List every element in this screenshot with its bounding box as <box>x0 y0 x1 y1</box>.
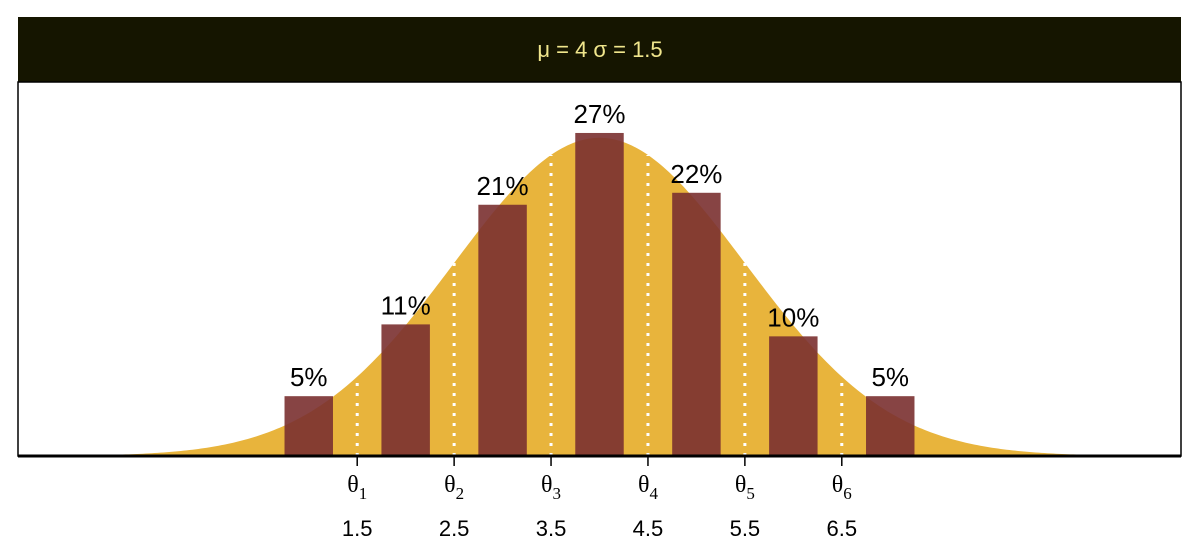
strip-title: μ = 4 σ = 1.5 <box>537 37 662 62</box>
bar-2 <box>381 324 430 456</box>
bar-4 <box>575 132 624 456</box>
x-tick-label-1: 1.5 <box>342 516 373 540</box>
bar-5 <box>672 192 721 457</box>
bar-6 <box>769 336 818 456</box>
x-tick-label-3: 3.5 <box>536 516 567 540</box>
x-tick-symbol-1: θ1 <box>347 472 367 503</box>
x-tick-symbol-3: θ3 <box>541 472 561 503</box>
x-tick-label-5: 5.5 <box>730 516 761 540</box>
x-tick-symbol-2: θ2 <box>444 472 464 503</box>
bar-7 <box>866 396 915 456</box>
bar-1 <box>284 396 333 456</box>
bar-label-3: 21% <box>477 171 529 201</box>
bar-labels-layer: 5% 11% 21% 27% 22% 10% 5% <box>290 99 909 392</box>
x-axis: θ1 1.5 θ2 2.5 θ3 3.5 θ4 4.5 θ5 5.5 θ6 6.5 <box>18 454 1181 540</box>
x-tick-symbol-5: θ5 <box>735 472 755 503</box>
x-tick-label-4: 4.5 <box>633 516 664 540</box>
x-tick-symbol-6: θ6 <box>832 472 852 503</box>
bar-label-6: 10% <box>767 302 819 332</box>
strip-background <box>18 17 1181 82</box>
x-tick-label-2: 2.5 <box>439 516 470 540</box>
bar-label-1: 5% <box>290 362 328 392</box>
bar-label-2: 11% <box>381 290 431 320</box>
threshold-lines-layer <box>355 154 844 456</box>
bar-label-5: 22% <box>670 159 722 189</box>
x-tick-symbol-4: θ4 <box>638 472 659 503</box>
bar-label-4: 27% <box>573 99 625 129</box>
bar-label-7: 5% <box>871 362 909 392</box>
bars-layer <box>284 132 915 457</box>
bar-3 <box>478 204 527 456</box>
x-tick-label-6: 6.5 <box>826 516 857 540</box>
